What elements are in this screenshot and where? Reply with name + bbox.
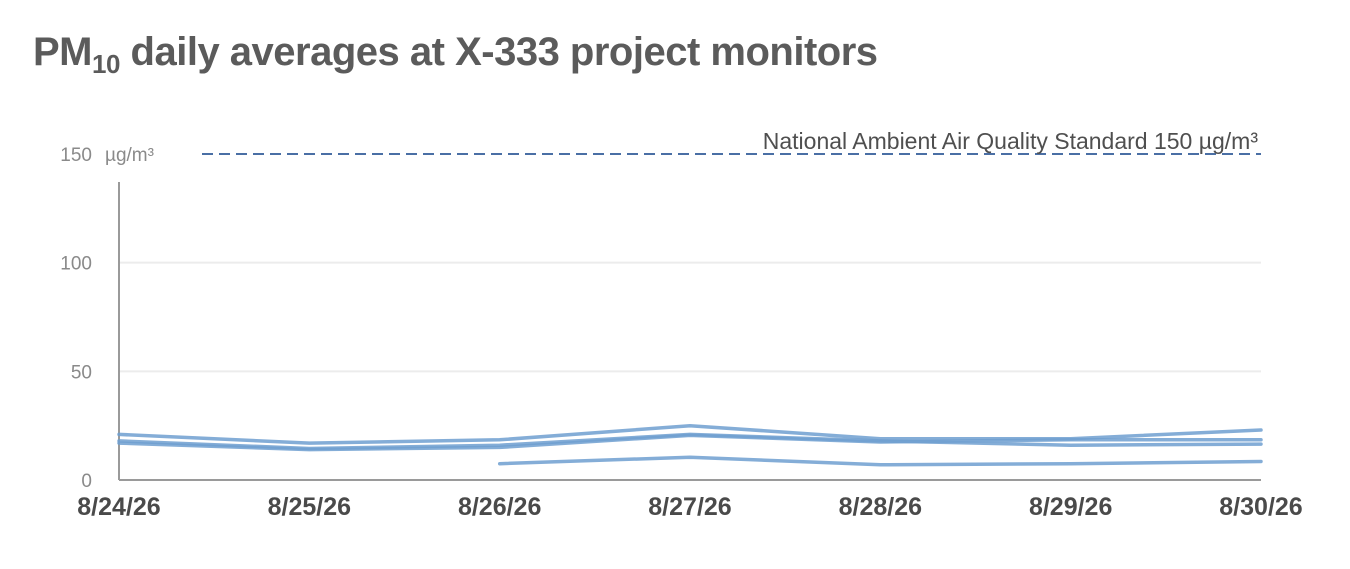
tick-labels: National Ambient Air Quality Standard 15… — [60, 128, 1302, 521]
y-tick-label-0: 0 — [81, 471, 92, 492]
series-line-4 — [497, 455, 1263, 467]
x-tick-label-4: 8/27/26 — [648, 493, 731, 521]
y-tick-label-150: 150 — [60, 145, 92, 166]
reference-label: National Ambient Air Quality Standard 15… — [763, 128, 1259, 154]
x-tick-label-1: 8/24/26 — [77, 493, 160, 521]
title-main: PM — [33, 30, 93, 74]
chart-title: PM10 daily averages at X-333 project mon… — [33, 30, 878, 77]
x-tick-label-5: 8/28/26 — [839, 493, 922, 521]
gridlines — [119, 261, 1261, 373]
y-tick-label-50: 50 — [71, 362, 92, 383]
title-subscript: 10 — [92, 49, 120, 79]
x-tick-label-7: 8/30/26 — [1219, 493, 1302, 521]
series-lines — [117, 423, 1263, 467]
y-tick-label-100: 100 — [60, 254, 92, 275]
x-tick-label-3: 8/26/26 — [458, 493, 541, 521]
x-tick-label-2: 8/25/26 — [268, 493, 351, 521]
y-unit-label: µg/m³ — [105, 145, 154, 166]
x-tick-label-6: 8/29/26 — [1029, 493, 1112, 521]
title-rest: daily averages at X-333 project monitors — [119, 30, 878, 74]
series-line-3 — [117, 433, 1263, 452]
axes — [118, 153, 1261, 481]
